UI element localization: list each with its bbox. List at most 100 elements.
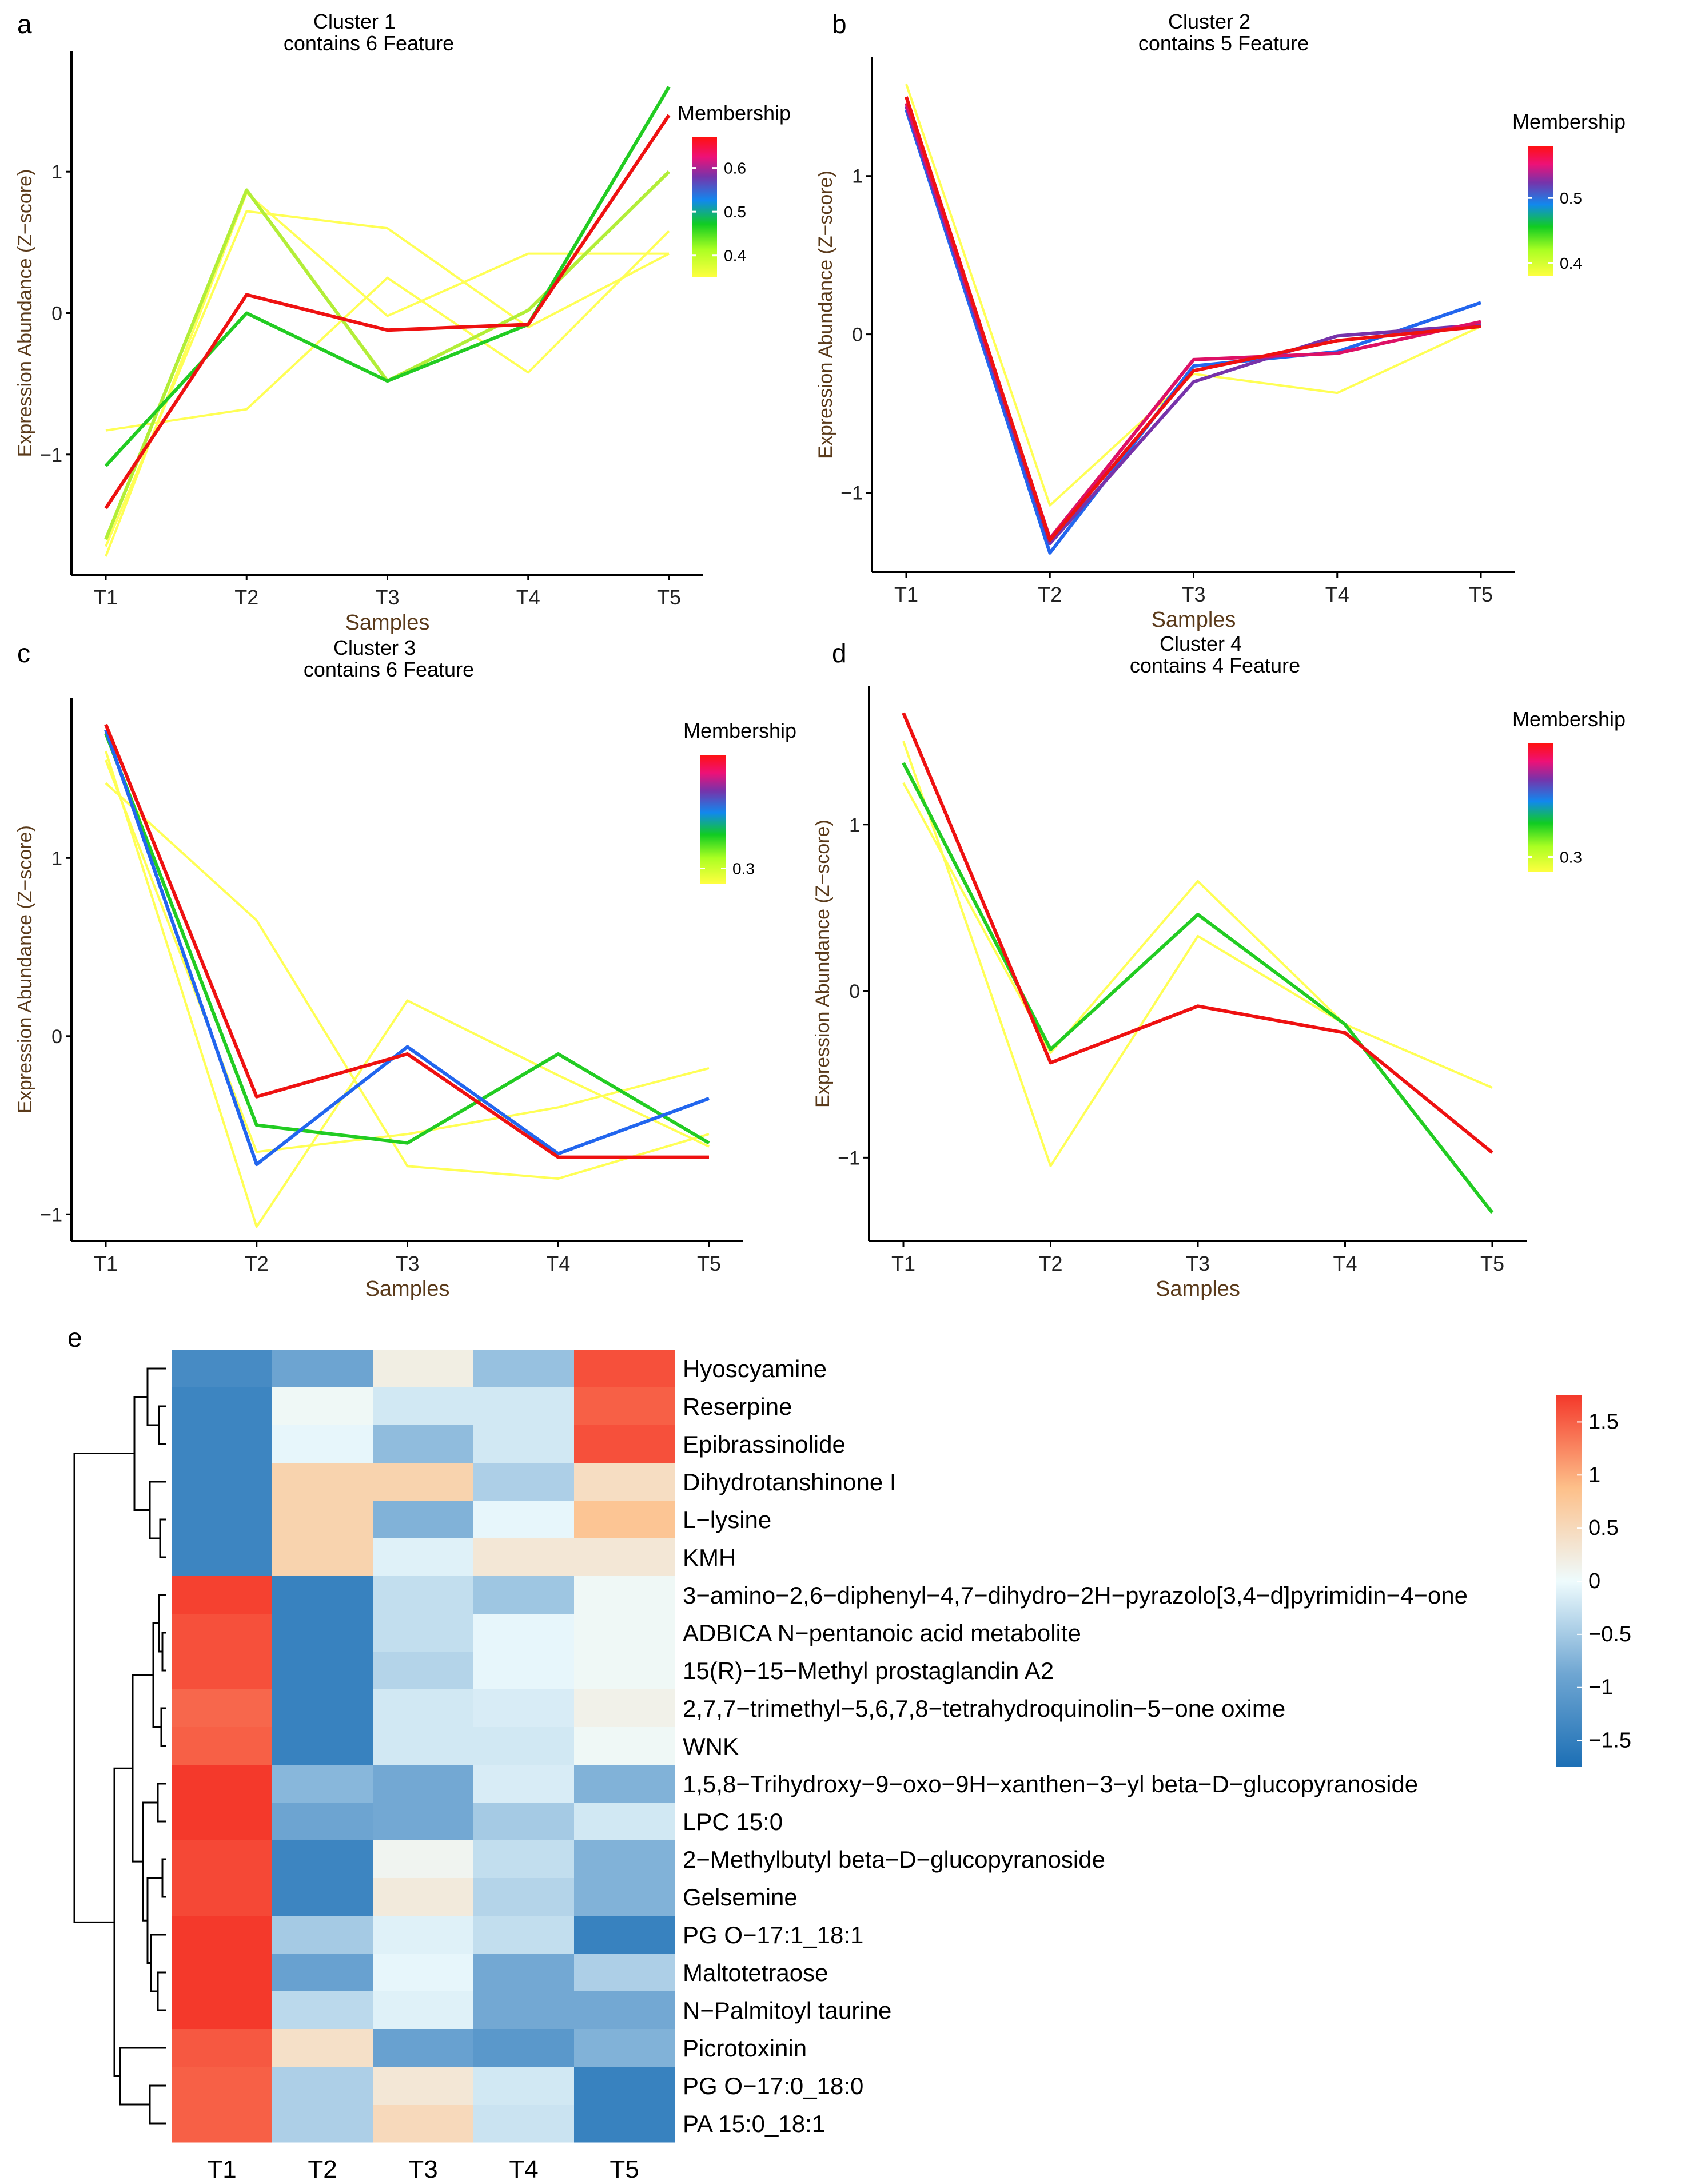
heatmap-cell xyxy=(473,1727,575,1765)
y-axis-title: Expression Abundance (Z−score) xyxy=(812,820,834,1108)
legend-tick-label: 0.5 xyxy=(1560,189,1582,207)
x-tick-label: T1 xyxy=(94,586,118,609)
heatmap-cell xyxy=(574,2067,675,2105)
heatmap-cell xyxy=(172,1765,273,1803)
column-label: T3 xyxy=(408,2155,437,2183)
heatmap-cell xyxy=(272,1765,373,1803)
series-line-feature-5 xyxy=(905,96,1481,542)
heatmap-cell xyxy=(272,1425,373,1463)
heatmap-cell xyxy=(172,1803,273,1841)
heatmap-cell xyxy=(373,1538,474,1577)
heatmap-cell xyxy=(272,1991,373,2030)
heatmap-cell xyxy=(172,1387,273,1426)
y-tick-label: 0 xyxy=(852,324,863,346)
dendrogram-branch xyxy=(152,1622,161,1728)
x-tick-label: T2 xyxy=(234,586,258,609)
series-line-feature-5 xyxy=(104,86,671,467)
legend-title: Membership xyxy=(683,719,796,742)
series-line-feature-6 xyxy=(104,114,671,510)
heatmap-cell xyxy=(473,2105,575,2143)
legend-tick-label: 0.3 xyxy=(1560,849,1582,866)
heatmap-cell xyxy=(272,1954,373,1992)
y-tick-label: −1 xyxy=(838,1147,860,1169)
heatmap-cell xyxy=(473,1840,575,1879)
heatmap-cell xyxy=(172,1689,273,1728)
dendrogram-branch xyxy=(146,1367,166,1426)
heatmap-cell xyxy=(473,1576,575,1614)
y-axis-title: Expression Abundance (Z−score) xyxy=(14,169,36,458)
panel-label: d xyxy=(832,638,847,668)
x-tick-label: T3 xyxy=(395,1252,419,1275)
heatmap-cell xyxy=(574,1425,675,1463)
heatmap-cell xyxy=(172,1652,273,1690)
heatmap-cell xyxy=(574,1689,675,1728)
scale-tick-label: 0 xyxy=(1588,1569,1600,1593)
scale-tick-label: −1.5 xyxy=(1588,1729,1631,1753)
x-tick-label: T4 xyxy=(1333,1252,1357,1275)
heatmap-cell xyxy=(172,1425,273,1463)
legend-colorbar xyxy=(700,755,726,884)
heatmap-cell xyxy=(373,1463,474,1501)
heatmap-cell xyxy=(172,1840,273,1879)
panel-e: e Hyoscyamine Reserpine Epibrassinolide Dihy… xyxy=(67,1323,1631,2183)
x-tick-label: T5 xyxy=(1480,1252,1504,1275)
row-label: 3−amino−2,6−diphenyl−4,7−dihydro−2H−pyra… xyxy=(683,1582,1468,1609)
heatmap-cell xyxy=(272,2067,373,2105)
series-line-feature-2 xyxy=(105,230,670,432)
legend-title: Membership xyxy=(1512,110,1626,133)
heatmap-cell xyxy=(172,1538,273,1577)
heatmap-cell xyxy=(574,1652,675,1690)
heatmap-cell xyxy=(172,1501,273,1539)
y-tick-label: 0 xyxy=(51,1026,62,1048)
x-tick-label: T4 xyxy=(546,1252,570,1275)
row-label: Picrotoxinin xyxy=(683,2035,807,2062)
heatmap-cell xyxy=(473,2029,575,2067)
legend-colorbar xyxy=(1528,146,1553,276)
heatmap-cell xyxy=(473,1765,575,1803)
heatmap-cell xyxy=(172,1991,273,2030)
heatmap-cell xyxy=(172,1954,273,1992)
heatmap-cell xyxy=(272,1387,373,1426)
heatmap-cell xyxy=(272,1652,373,1690)
heatmap-cell xyxy=(373,2029,474,2067)
legend-tick-label: 0.4 xyxy=(724,247,746,265)
panel-label: e xyxy=(67,1323,82,1352)
heatmap-cell xyxy=(373,1878,474,1916)
chart-title: Cluster 1 xyxy=(313,10,396,33)
column-label: T1 xyxy=(207,2155,236,2183)
heatmap-cell xyxy=(473,1803,575,1841)
heatmap-cell xyxy=(574,1878,675,1916)
dendrogram-branch xyxy=(157,1971,166,2011)
heatmap-cell xyxy=(373,1840,474,1879)
dendrogram-branch xyxy=(159,1518,166,1558)
row-label: N−Palmitoyl taurine xyxy=(683,1997,891,2024)
dendrogram-branch xyxy=(149,1481,166,1539)
x-tick-label: T2 xyxy=(1038,1252,1062,1275)
x-axis-title: Samples xyxy=(365,1277,450,1301)
heatmap-cell xyxy=(272,1803,373,1841)
legend-colorbar xyxy=(1528,743,1553,872)
dendrogram-branch xyxy=(146,1877,162,1964)
legend-colorbar xyxy=(692,137,717,277)
series-line-feature-3 xyxy=(905,105,1481,546)
heatmap-cell xyxy=(473,1387,575,1426)
heatmap-cell xyxy=(574,1538,675,1577)
legend-tick-label: 0.5 xyxy=(724,203,746,221)
heatmap-cell xyxy=(272,1463,373,1501)
heatmap-cell xyxy=(574,2105,675,2143)
row-label: PG O−17:1_18:1 xyxy=(683,1922,863,1948)
heatmap-cell xyxy=(272,1576,373,1614)
heatmap-cell xyxy=(272,2029,373,2067)
x-tick-label: T3 xyxy=(375,586,399,609)
y-tick-label: 0 xyxy=(51,303,62,325)
x-axis-title: Samples xyxy=(1156,1277,1240,1301)
heatmap-cell xyxy=(172,1350,273,1388)
x-tick-label: T1 xyxy=(94,1252,118,1275)
x-tick-label: T5 xyxy=(657,586,681,609)
chart-subtitle: contains 6 Feature xyxy=(304,658,474,681)
row-label: 2−Methylbutyl beta−D−glucopyranoside xyxy=(683,1846,1105,1873)
